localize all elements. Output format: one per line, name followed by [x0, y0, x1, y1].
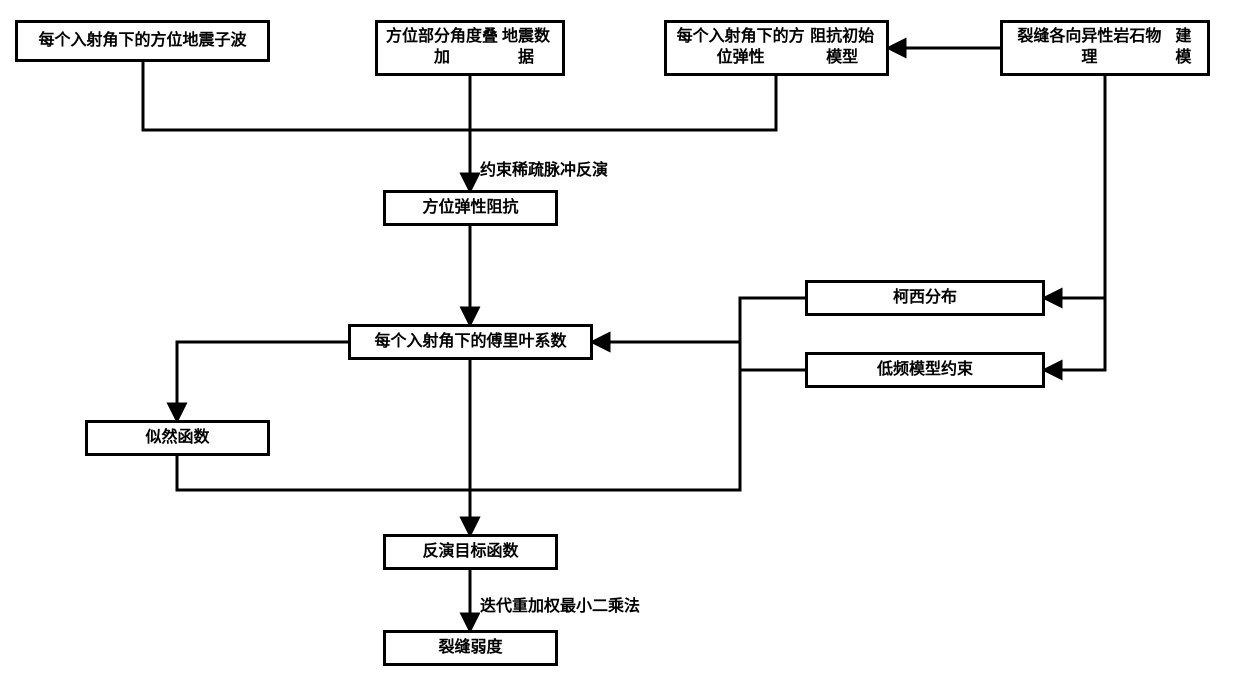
flowchart-edge [177, 342, 348, 420]
flowchart-node: 裂缝弱度 [383, 630, 558, 666]
flowchart-node: 柯西分布 [805, 280, 1045, 316]
flowchart-node: 每个入射角下的方位地震子波 [15, 20, 270, 62]
flowchart-node: 似然函数 [85, 420, 270, 456]
flowchart-node: 低频模型约束 [805, 352, 1045, 388]
flowchart-node: 方位部分角度叠加地震数据 [375, 20, 565, 76]
flowchart-edge-label: 迭代重加权最小二乘法 [480, 592, 640, 616]
flowchart-node: 每个入射角下的方位弹性阻抗初始模型 [664, 20, 889, 76]
flowchart-node: 反演目标函数 [383, 534, 558, 570]
flowchart-node: 裂缝各向异性岩石物理建模 [1000, 20, 1210, 76]
flowchart-node: 方位弹性阻抗 [383, 190, 558, 226]
flowchart-edge [1045, 76, 1105, 298]
flowchart-edge [470, 342, 740, 534]
flowchart-edge [177, 456, 470, 534]
flowchart-edge [593, 298, 805, 342]
flowchart-edges [0, 0, 1240, 688]
flowchart-node: 每个入射角下的傅里叶系数 [348, 324, 593, 360]
flowchart-edge [143, 62, 470, 190]
flowchart-edge [593, 342, 805, 370]
flowchart-edge [1045, 76, 1105, 370]
flowchart-edge-label: 约束稀疏脉冲反演 [480, 156, 608, 180]
